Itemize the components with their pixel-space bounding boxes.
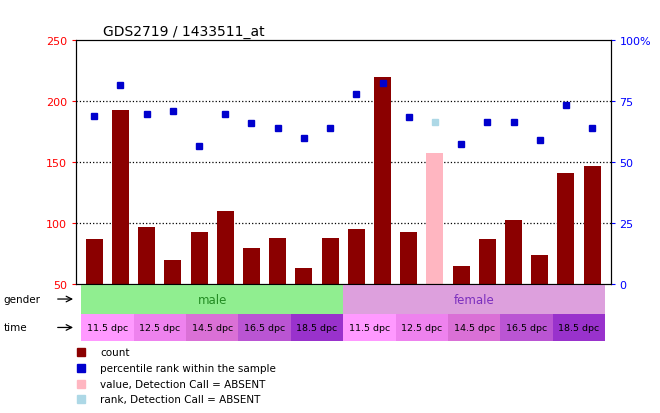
Text: rank, Detection Call = ABSENT: rank, Detection Call = ABSENT xyxy=(100,394,260,404)
Bar xyxy=(478,240,496,285)
Bar xyxy=(112,111,129,285)
Bar xyxy=(216,211,234,285)
Text: 11.5 dpc: 11.5 dpc xyxy=(348,323,390,332)
Bar xyxy=(558,174,574,285)
Bar xyxy=(500,314,553,341)
Bar xyxy=(448,314,500,341)
Text: value, Detection Call = ABSENT: value, Detection Call = ABSENT xyxy=(100,379,265,389)
Text: percentile rank within the sample: percentile rank within the sample xyxy=(100,363,276,373)
Text: GDS2719 / 1433511_at: GDS2719 / 1433511_at xyxy=(103,25,264,39)
Text: 14.5 dpc: 14.5 dpc xyxy=(191,323,233,332)
Bar xyxy=(531,255,548,285)
Bar xyxy=(505,220,522,285)
Text: 16.5 dpc: 16.5 dpc xyxy=(244,323,285,332)
Text: 11.5 dpc: 11.5 dpc xyxy=(86,323,128,332)
Text: 12.5 dpc: 12.5 dpc xyxy=(139,323,180,332)
Bar xyxy=(81,314,133,341)
Bar xyxy=(133,314,186,341)
Bar xyxy=(86,240,103,285)
Text: 14.5 dpc: 14.5 dpc xyxy=(453,323,495,332)
Bar xyxy=(81,285,343,314)
Bar xyxy=(191,232,208,285)
Text: 12.5 dpc: 12.5 dpc xyxy=(401,323,442,332)
Bar xyxy=(343,285,605,314)
Bar xyxy=(453,266,470,285)
Bar xyxy=(291,314,343,341)
Text: time: time xyxy=(3,323,27,332)
Bar xyxy=(296,268,312,285)
Bar xyxy=(583,166,601,285)
Text: 18.5 dpc: 18.5 dpc xyxy=(296,323,338,332)
Text: female: female xyxy=(454,293,494,306)
Text: gender: gender xyxy=(3,294,40,304)
Bar xyxy=(269,238,286,285)
Bar xyxy=(243,248,260,285)
Bar xyxy=(374,78,391,285)
Bar xyxy=(164,260,182,285)
Bar xyxy=(348,230,365,285)
Bar xyxy=(426,153,444,285)
Bar xyxy=(238,314,291,341)
Bar xyxy=(400,232,417,285)
Text: count: count xyxy=(100,347,129,357)
Bar xyxy=(395,314,448,341)
Bar xyxy=(138,227,155,285)
Bar xyxy=(186,314,238,341)
Bar xyxy=(553,314,605,341)
Bar xyxy=(321,238,339,285)
Text: 18.5 dpc: 18.5 dpc xyxy=(558,323,600,332)
Bar xyxy=(343,314,395,341)
Text: male: male xyxy=(197,293,227,306)
Text: 16.5 dpc: 16.5 dpc xyxy=(506,323,547,332)
